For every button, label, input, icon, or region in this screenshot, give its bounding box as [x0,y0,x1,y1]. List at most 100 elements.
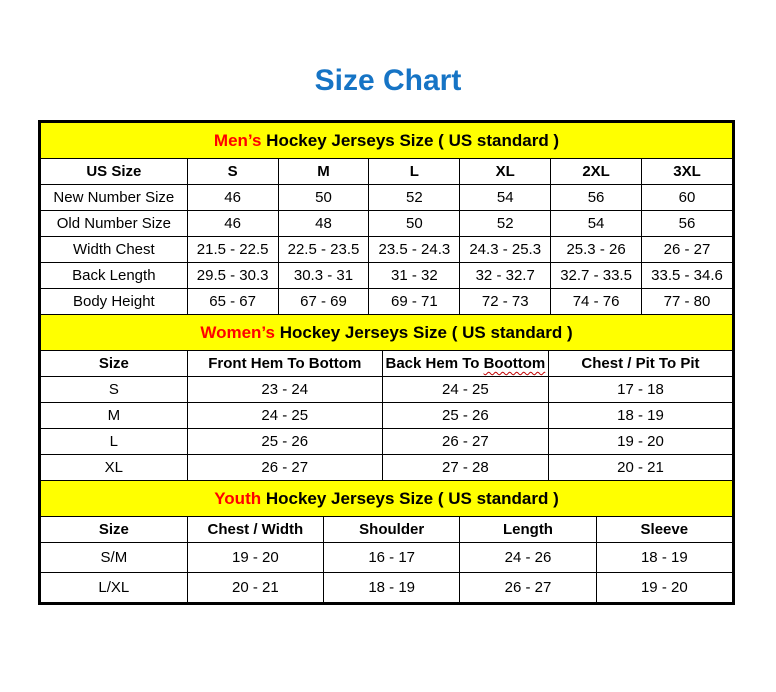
column-header: Length [459,516,597,543]
size-cell: 17 - 18 [547,376,734,403]
size-cell: 18 - 19 [547,402,734,429]
row-label: L/XL [40,572,188,603]
column-header: Sleeve [595,516,734,543]
size-cell: 29.5 - 30.3 [186,262,279,289]
women-title-highlight: Women’s [200,322,275,342]
size-cell: 25.3 - 26 [550,236,642,263]
column-header: Front Hem To Bottom [186,350,383,377]
size-cell: 18 - 19 [323,572,461,603]
size-cell: 26 - 27 [459,572,597,603]
size-cell: 24 - 25 [381,376,549,403]
women-column-header-row: Size Front Hem To Bottom Back Hem To Boo… [40,350,734,377]
size-cell: 19 - 20 [595,572,734,603]
size-cell: 67 - 69 [277,288,370,315]
table-row: L 25 - 26 26 - 27 19 - 20 [40,428,734,455]
size-cell: 24 - 26 [459,542,597,573]
size-cell: 24 - 25 [186,402,383,429]
women-section-header-row: Women’s Hockey Jerseys Size ( US standar… [40,314,733,351]
size-cell: 23.5 - 24.3 [368,236,461,263]
size-cell: 25 - 26 [186,428,383,455]
youth-title-highlight: Youth [214,488,262,508]
size-cell: 26 - 27 [381,428,549,455]
page-title: Size Chart [314,64,462,97]
women-size-table: Women’s Hockey Jerseys Size ( US standar… [40,314,734,481]
size-cell: 27 - 28 [381,454,549,481]
table-row: M 24 - 25 25 - 26 18 - 19 [40,402,734,429]
youth-size-table: Youth Hockey Jerseys Size ( US standard … [40,480,734,603]
men-section-header-row: Men’s Hockey Jerseys Size ( US standard … [40,122,733,159]
column-header: XL [459,158,552,185]
size-cell: 69 - 71 [368,288,461,315]
size-cell: 50 [368,210,461,237]
row-label: M [40,402,188,429]
row-label: S/M [40,542,188,573]
column-header: Chest / Width [186,516,325,543]
table-row: S/M 19 - 20 16 - 17 24 - 26 18 - 19 [40,542,734,573]
size-cell: 16 - 17 [323,542,461,573]
row-label: Width Chest [40,236,188,263]
men-size-table: Men’s Hockey Jerseys Size ( US standard … [40,122,733,315]
size-cell: 60 [641,184,733,211]
table-row: XL 26 - 27 27 - 28 20 - 21 [40,454,734,481]
column-header: Size [40,516,188,543]
size-cell: 19 - 20 [186,542,325,573]
size-chart-tables: Men’s Hockey Jerseys Size ( US standard … [38,120,735,605]
size-cell: 26 - 27 [186,454,383,481]
size-cell: 19 - 20 [547,428,734,455]
column-header: Shoulder [323,516,461,543]
row-label: Old Number Size [40,210,188,237]
table-row: L/XL 20 - 21 18 - 19 26 - 27 19 - 20 [40,572,734,603]
misspelled-word: Boottom [483,355,546,372]
size-cell: 50 [277,184,370,211]
size-cell: 48 [277,210,370,237]
size-cell: 24.3 - 25.3 [459,236,552,263]
size-cell: 20 - 21 [186,572,325,603]
size-cell: 52 [368,184,461,211]
column-header: Back Hem To Boottom [381,350,549,377]
men-section-title: Men’s Hockey Jerseys Size ( US standard … [40,122,733,159]
column-header: 3XL [641,158,733,185]
size-cell: 22.5 - 23.5 [277,236,370,263]
size-cell: 72 - 73 [459,288,552,315]
column-header: L [368,158,461,185]
size-cell: 32 - 32.7 [459,262,552,289]
men-column-header-row: US Size S M L XL 2XL 3XL [40,158,733,185]
size-cell: 30.3 - 31 [277,262,370,289]
table-row: Old Number Size 46 48 50 52 54 56 [40,210,733,237]
youth-section-title: Youth Hockey Jerseys Size ( US standard … [40,480,733,517]
youth-title-rest: Hockey Jerseys Size ( US standard ) [261,488,559,508]
table-row: New Number Size 46 50 52 54 56 60 [40,184,733,211]
size-cell: 52 [459,210,552,237]
row-label: S [40,376,188,403]
women-title-rest: Hockey Jerseys Size ( US standard ) [274,322,573,342]
column-header: M [277,158,370,185]
column-header: Size [40,350,188,377]
size-cell: 18 - 19 [595,542,734,573]
row-label: New Number Size [40,184,188,211]
table-row: S 23 - 24 24 - 25 17 - 18 [40,376,734,403]
youth-section-header-row: Youth Hockey Jerseys Size ( US standard … [40,480,733,517]
table-row: Body Height 65 - 67 67 - 69 69 - 71 72 -… [40,288,733,315]
size-cell: 46 [186,184,279,211]
size-cell: 56 [550,184,642,211]
size-cell: 32.7 - 33.5 [550,262,642,289]
row-label: XL [40,454,188,481]
size-cell: 46 [186,210,279,237]
row-label: L [40,428,188,455]
size-cell: 21.5 - 22.5 [186,236,279,263]
size-cell: 31 - 32 [368,262,461,289]
women-section-title: Women’s Hockey Jerseys Size ( US standar… [40,314,733,351]
size-cell: 26 - 27 [641,236,733,263]
column-header: 2XL [550,158,642,185]
size-cell: 54 [459,184,552,211]
men-title-rest: Hockey Jerseys Size ( US standard ) [261,130,560,150]
table-row: Width Chest 21.5 - 22.5 22.5 - 23.5 23.5… [40,236,733,263]
size-cell: 33.5 - 34.6 [641,262,733,289]
table-row: Back Length 29.5 - 30.3 30.3 - 31 31 - 3… [40,262,733,289]
column-header: Chest / Pit To Pit [547,350,734,377]
men-title-highlight: Men’s [213,130,262,150]
size-cell: 20 - 21 [547,454,734,481]
size-cell: 77 - 80 [641,288,733,315]
size-cell: 54 [550,210,642,237]
